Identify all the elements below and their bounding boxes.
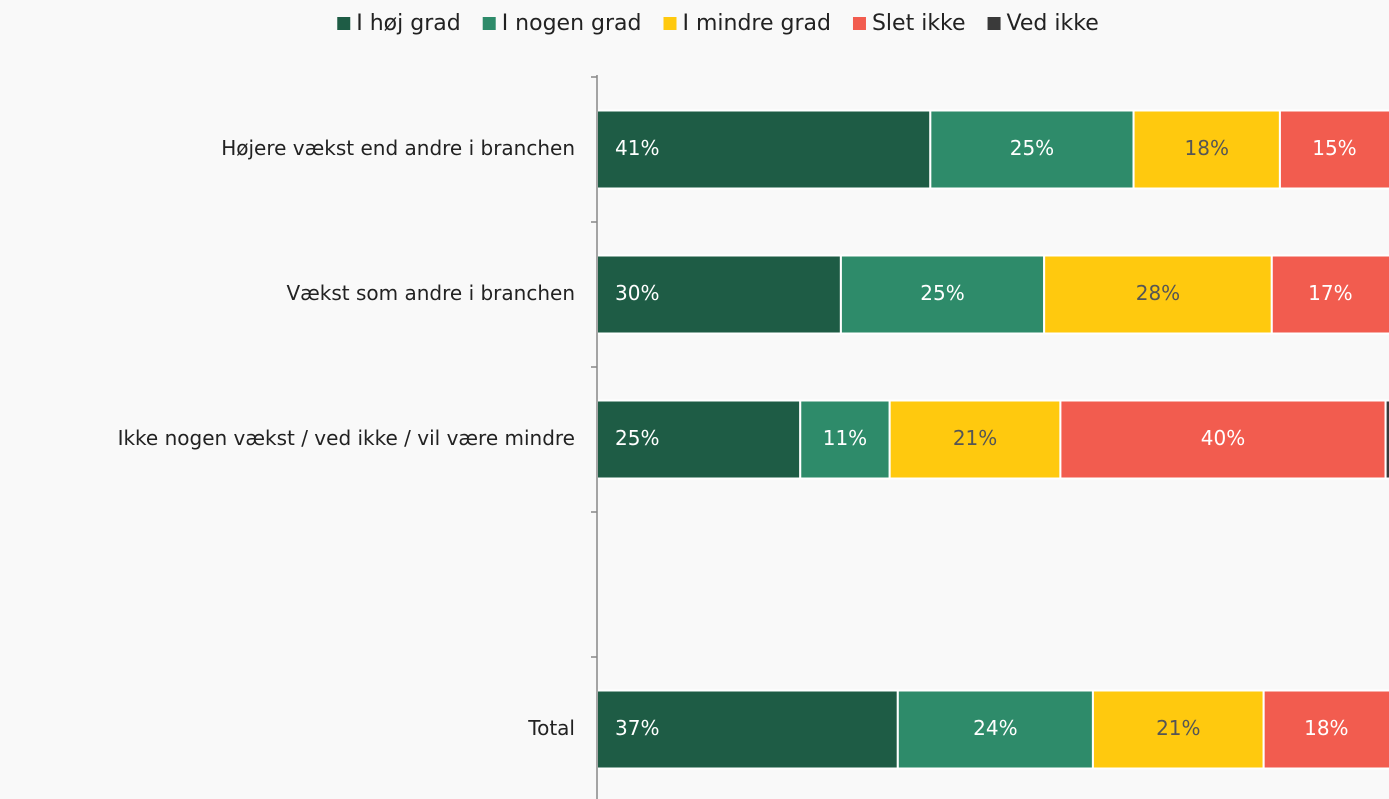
data-label: 18% — [1304, 716, 1348, 740]
data-label: 11% — [823, 426, 867, 450]
bar-segment — [888, 399, 1062, 480]
bar-segment — [1059, 399, 1387, 480]
legend-label: I høj grad — [356, 11, 460, 36]
bar-segment — [896, 689, 1094, 770]
data-label: 30% — [615, 281, 659, 305]
legend-swatch — [663, 17, 677, 30]
data-label: 28% — [1136, 281, 1180, 305]
legend-swatch — [987, 17, 1001, 30]
legend-label: I mindre grad — [682, 11, 830, 36]
data-label: 40% — [1201, 426, 1245, 450]
bar-segment — [799, 399, 891, 480]
bar-segment — [839, 254, 1046, 335]
category-label: Ikke nogen vækst / ved ikke / vil være m… — [118, 426, 575, 450]
data-label: 25% — [1010, 136, 1054, 160]
legend-label: Slet ikke — [872, 11, 966, 36]
plot: 41% 25% 18% 15% 30% 25% 28% 17% 25% 11% 21% 40% 37% 2… — [596, 109, 1389, 770]
data-label: 25% — [615, 426, 659, 450]
data-label: 21% — [953, 426, 997, 450]
data-label: 18% — [1185, 136, 1229, 160]
legend-swatch — [482, 17, 496, 30]
bar-segment — [1132, 109, 1281, 190]
data-label: 17% — [1308, 281, 1352, 305]
legend-label: Ved ikke — [1007, 11, 1099, 36]
bar-segment — [1278, 109, 1389, 190]
bar-segment — [1384, 399, 1389, 480]
category-label: Vækst som andre i branchen — [286, 281, 575, 305]
category-label: Total — [527, 716, 575, 740]
legend-swatch — [337, 17, 351, 30]
bar-segment — [1043, 254, 1273, 335]
data-label: 21% — [1156, 716, 1200, 740]
legend-label: I nogen grad — [502, 11, 642, 36]
bar-segment — [1270, 254, 1389, 335]
bar-segment — [1262, 689, 1389, 770]
legend: I høj grad I nogen grad I mindre grad Slet … — [337, 11, 1099, 36]
category-label: Højere vækst end andre i branchen — [221, 136, 575, 160]
bar-segment — [1091, 689, 1265, 770]
bar-segment — [596, 109, 932, 190]
data-label: 25% — [920, 281, 964, 305]
bar-segment — [596, 689, 899, 770]
data-label: 24% — [973, 716, 1017, 740]
data-label: 41% — [615, 136, 659, 160]
data-label: 15% — [1312, 136, 1356, 160]
data-label: 37% — [615, 716, 659, 740]
legend-swatch — [852, 17, 866, 30]
bar-segment — [596, 254, 842, 335]
